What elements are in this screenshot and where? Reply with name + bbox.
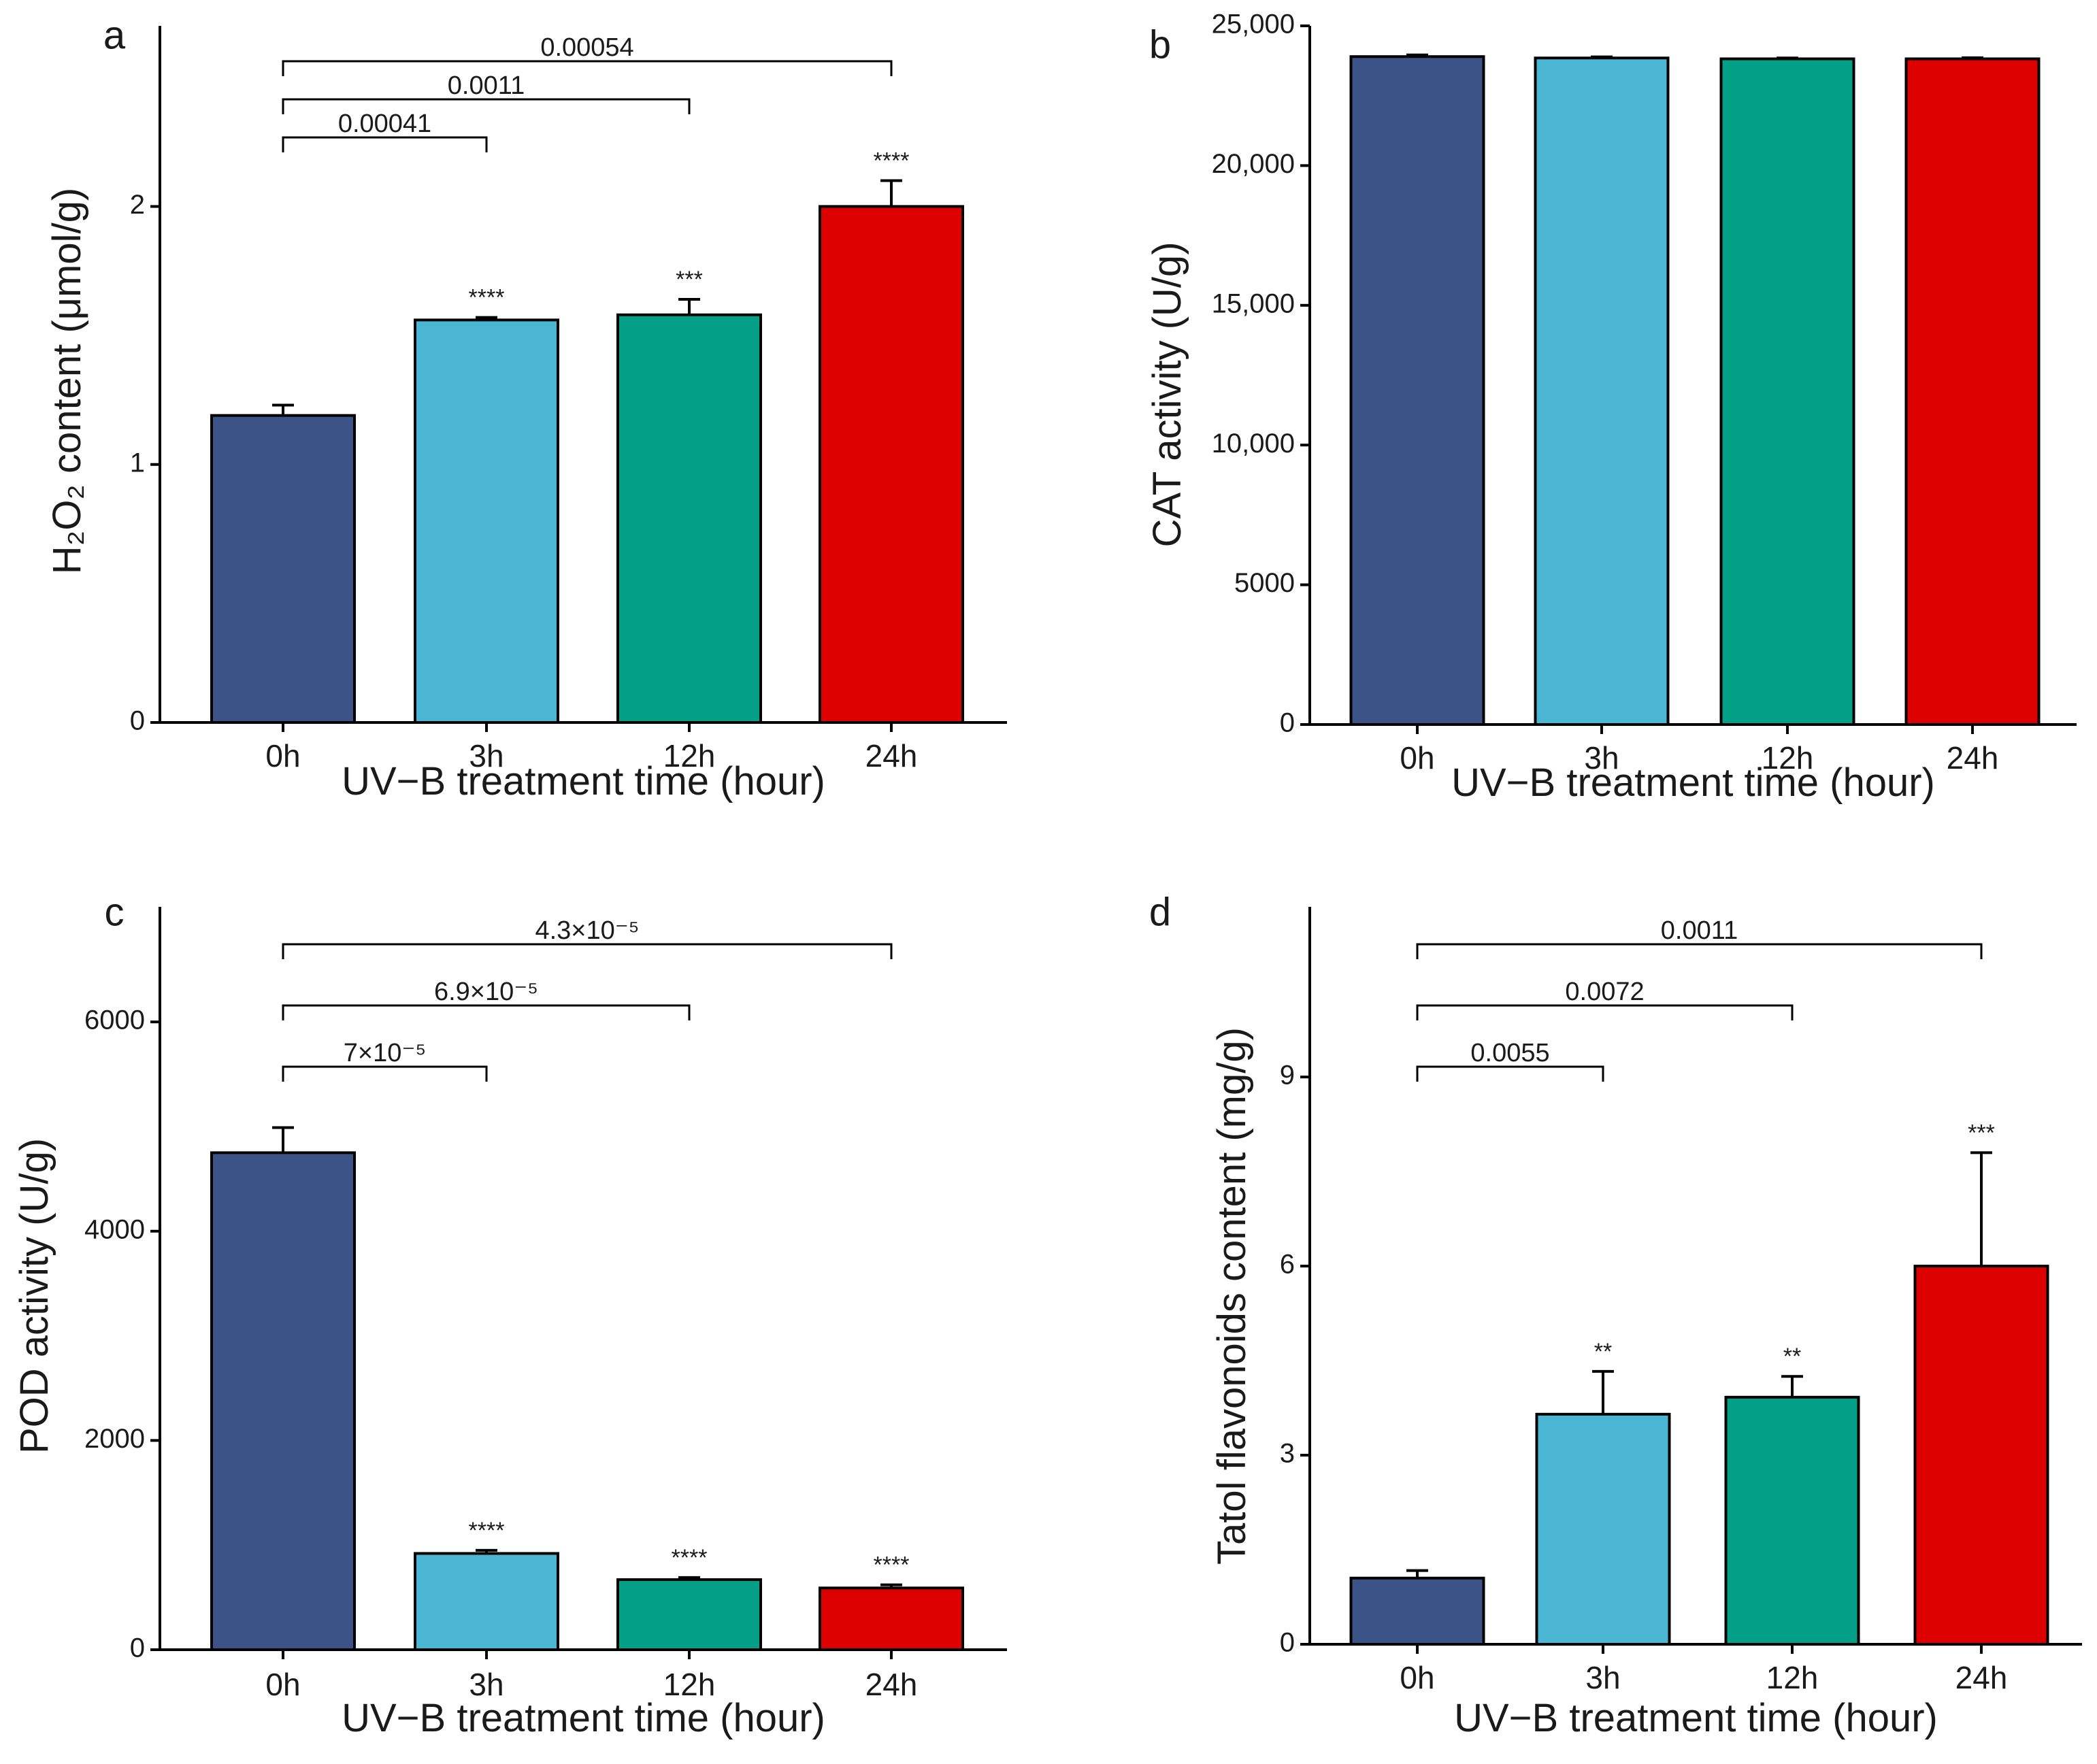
y-tick-label: 0 [130, 1633, 145, 1663]
panel-label: c [105, 890, 125, 934]
comparison-bracket [282, 1004, 691, 1020]
x-axis-title: UV−B treatment time (hour) [1451, 761, 1935, 805]
panel-d: d 0 3 6 9 0h 3h ** 12h ** 24h *** 0.0055 0.0072 0.0011… [1149, 890, 2082, 1740]
bar-3h [414, 318, 559, 725]
comparison-p-value: 0.0011 [448, 71, 525, 100]
y-tick-label: 6 [1280, 1250, 1295, 1280]
x-tick-label-3h: 3h [469, 738, 503, 773]
panel-label: d [1149, 890, 1171, 934]
bar-24h [1904, 57, 2041, 726]
comparison-bracket [1416, 943, 1983, 959]
comparison-bracket [282, 60, 893, 76]
significance-marker-12h: ** [1783, 1344, 1801, 1369]
y-axis-title: CAT activity (U/g) [1145, 242, 1189, 547]
x-tick-label-12h: 12h [1766, 1660, 1819, 1695]
comparison-p-value: 0.0011 [1661, 916, 1738, 945]
x-tick-label-3h: 3h [1584, 740, 1619, 776]
panel-label: b [1149, 22, 1171, 67]
significance-marker-12h: *** [676, 267, 703, 293]
bar-12h [1724, 1395, 1860, 1646]
x-axis-title: UV−B treatment time (hour) [342, 1696, 825, 1740]
x-tick-label-0h: 0h [1400, 1660, 1434, 1695]
y-tick-label: 6000 [84, 1005, 145, 1035]
comparison-bracket [1416, 1065, 1604, 1082]
x-tick-label-24h: 24h [865, 738, 918, 773]
significance-marker-24h: **** [874, 1552, 910, 1578]
x-tick-label-24h: 24h [865, 1667, 918, 1702]
y-tick-label: 0 [130, 706, 145, 736]
bar-0h [210, 1151, 356, 1651]
x-tick-label-0h: 0h [265, 1667, 300, 1702]
bar-0h [210, 414, 356, 724]
y-tick-label: 15,000 [1212, 288, 1295, 318]
x-tick-label-24h: 24h [1955, 1660, 2008, 1695]
comparison-bracket [282, 136, 488, 152]
x-axis-title: UV−B treatment time (hour) [342, 759, 825, 803]
comparison-p-value: 4.3×10⁻⁵ [535, 916, 639, 945]
y-tick-label: 4000 [84, 1214, 145, 1244]
comparison-p-value: 0.00041 [338, 110, 431, 138]
significance-marker-3h: **** [469, 1518, 505, 1544]
x-tick-label-24h: 24h [1947, 740, 1999, 776]
y-tick-label: 5000 [1234, 568, 1295, 598]
bar-24h [819, 205, 964, 724]
bar-3h [414, 1552, 559, 1652]
comparison-p-value: 0.00054 [540, 33, 633, 62]
panel-a: a 0 1 2 0h 3h **** 12h *** 24h **** 0.00041 0.0011 0.… [45, 13, 1007, 803]
comparison-p-value: 6.9×10⁻⁵ [434, 978, 538, 1006]
x-tick-label-3h: 3h [469, 1667, 503, 1702]
bar-0h [1349, 55, 1485, 727]
comparison-bracket [1416, 1004, 1794, 1020]
x-axis-title: UV−B treatment time (hour) [1454, 1696, 1938, 1740]
y-axis-title: H₂O₂ content (μmol/g) [45, 188, 89, 574]
comparison-p-value: 0.0072 [1565, 978, 1644, 1006]
panel-c: c 0 2000 4000 6000 0h 3h **** 12h **** 24h **** 7×10… [12, 890, 1007, 1740]
y-tick-label: 9 [1280, 1061, 1295, 1091]
y-tick-label: 3 [1280, 1439, 1295, 1469]
bar-12h [1719, 57, 1855, 726]
significance-marker-12h: **** [672, 1545, 708, 1571]
x-tick-label-12h: 12h [663, 738, 716, 773]
significance-marker-3h: **** [469, 285, 505, 311]
bar-3h [1535, 1412, 1671, 1646]
bar-24h [819, 1586, 964, 1652]
y-tick-label: 0 [1280, 1628, 1295, 1658]
y-tick-label: 10,000 [1212, 429, 1295, 459]
x-tick-label-0h: 0h [265, 738, 300, 773]
significance-marker-24h: *** [1968, 1120, 1995, 1146]
x-tick-label-12h: 12h [663, 1667, 716, 1702]
bar-3h [1534, 56, 1670, 726]
panel-label: a [103, 13, 126, 57]
bar-12h [616, 313, 762, 724]
bar-0h [1349, 1576, 1485, 1646]
comparison-bracket [282, 98, 691, 114]
y-tick-label: 2000 [84, 1424, 145, 1454]
x-tick-label-12h: 12h [1762, 740, 1814, 776]
panel-b: b 0 5000 10,000 15,000 20,000 25,000 0h 3h 12h 24h… [1145, 10, 2077, 805]
bar-24h [1913, 1265, 2049, 1646]
y-axis-title: Tatol flavonoids content (mg/g) [1210, 1027, 1254, 1565]
significance-marker-24h: **** [874, 148, 910, 174]
y-tick-label: 20,000 [1212, 149, 1295, 179]
comparison-p-value: 7×10⁻⁵ [344, 1039, 426, 1067]
x-tick-label-0h: 0h [1400, 740, 1434, 776]
y-tick-label: 0 [1280, 708, 1295, 738]
bar-12h [616, 1578, 762, 1652]
x-tick-label-3h: 3h [1585, 1660, 1620, 1695]
y-axis-title: POD activity (U/g) [12, 1138, 56, 1454]
comparison-bracket [282, 943, 893, 959]
comparison-bracket [282, 1065, 488, 1082]
y-tick-label: 1 [130, 448, 145, 478]
y-tick-label: 2 [130, 190, 145, 220]
significance-marker-3h: ** [1594, 1339, 1612, 1365]
y-tick-label: 25,000 [1212, 10, 1295, 39]
comparison-p-value: 0.0055 [1470, 1039, 1549, 1067]
